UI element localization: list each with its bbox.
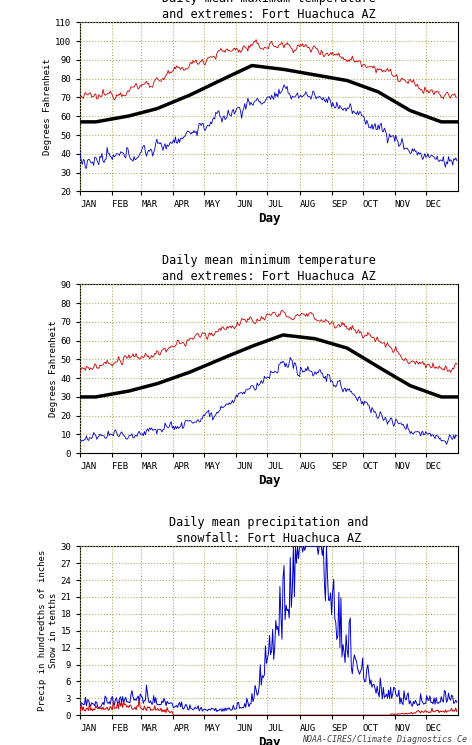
Text: NOAA-CIRES/Climate Diagnostics Ce: NOAA-CIRES/Climate Diagnostics Ce bbox=[302, 735, 467, 744]
Y-axis label: Degrees Fahrenheit: Degrees Fahrenheit bbox=[43, 58, 52, 155]
Y-axis label: Precip in hundredths of inches
Snow in tenths: Precip in hundredths of inches Snow in t… bbox=[38, 550, 58, 711]
X-axis label: Day: Day bbox=[258, 212, 280, 225]
Title: Daily mean maximum temperature
and extremes: Fort Huachuca AZ: Daily mean maximum temperature and extre… bbox=[162, 0, 376, 21]
Title: Daily mean precipitation and
snowfall: Fort Huachuca AZ: Daily mean precipitation and snowfall: F… bbox=[169, 516, 369, 545]
X-axis label: Day: Day bbox=[258, 736, 280, 745]
X-axis label: Day: Day bbox=[258, 474, 280, 487]
Y-axis label: Degrees Fahrenheit: Degrees Fahrenheit bbox=[49, 320, 58, 417]
Title: Daily mean minimum temperature
and extremes: Fort Huachuca AZ: Daily mean minimum temperature and extre… bbox=[162, 254, 376, 283]
